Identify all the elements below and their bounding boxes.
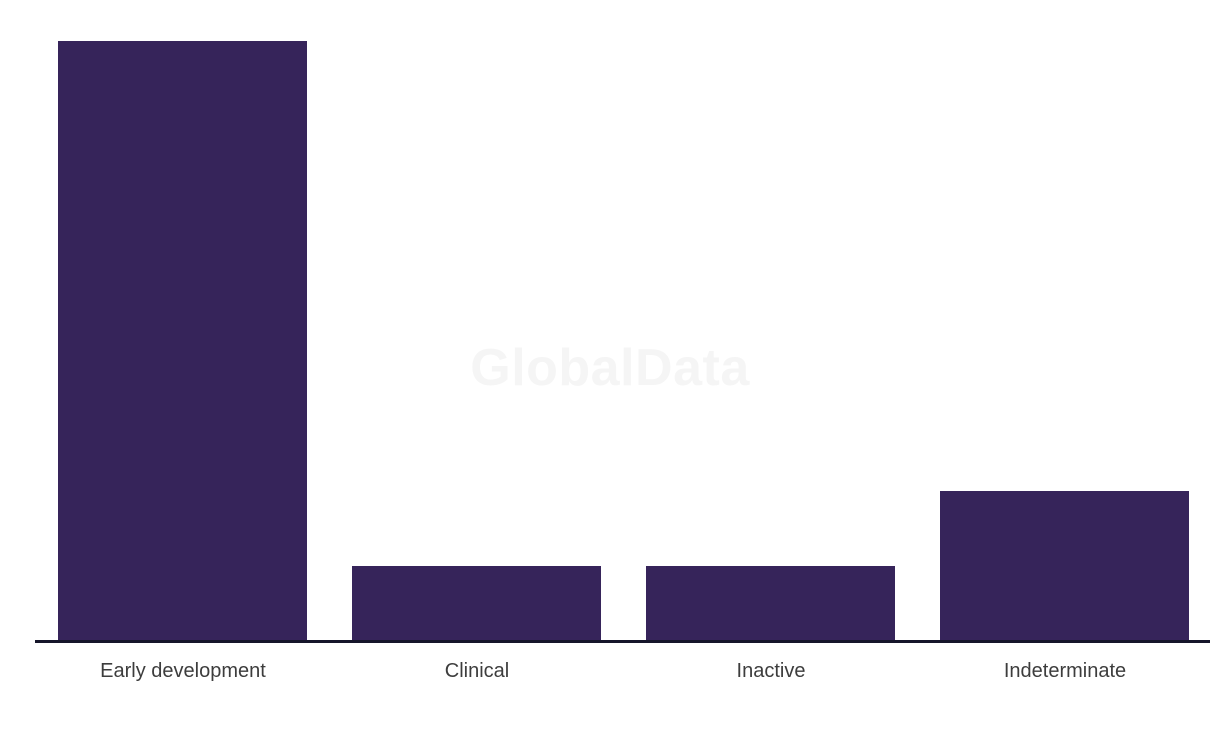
x-axis-label-clinical: Clinical bbox=[444, 660, 510, 682]
x-axis-label-inactive: Inactive bbox=[736, 660, 806, 682]
bar-indeterminate bbox=[940, 491, 1189, 641]
x-axis-line bbox=[35, 640, 1210, 643]
bar-inactive bbox=[646, 566, 895, 641]
x-axis-label-indeterminate: Indeterminate bbox=[1003, 660, 1127, 682]
plot-area bbox=[58, 41, 1189, 641]
bar-early-development bbox=[58, 41, 307, 641]
x-axis-labels: Early development Clinical Inactive Indeter… bbox=[0, 660, 1220, 690]
x-axis-label-early-development: Early development bbox=[100, 660, 266, 682]
bar-clinical bbox=[352, 566, 601, 641]
